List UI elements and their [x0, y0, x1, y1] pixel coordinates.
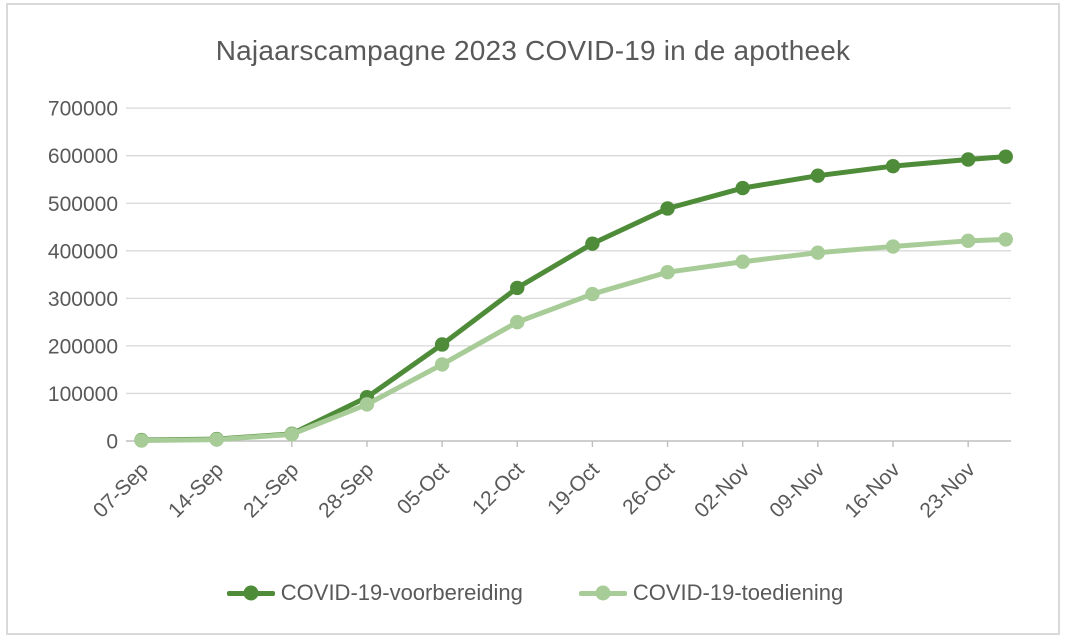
data-point-marker	[735, 180, 750, 196]
x-tick-label: 21-Sep	[239, 458, 303, 522]
legend-line-marker-toediening	[578, 585, 627, 601]
data-point-marker	[810, 245, 826, 260]
x-tick-label: 09-Nov	[765, 458, 829, 522]
y-tick-label: 700000	[48, 98, 118, 121]
legend-dot-toediening	[595, 585, 611, 601]
y-tick-label: 0	[106, 431, 118, 454]
x-axis-ticks	[140, 441, 969, 447]
legend-dot-voorbereiding	[243, 585, 259, 601]
data-point-marker	[510, 314, 525, 330]
data-point-marker	[359, 397, 375, 412]
x-tick-label: 12-Oct	[468, 458, 529, 519]
data-point-marker	[209, 432, 224, 447]
chart-title: Najaarscampagne 2023 COVID-19 in de apot…	[215, 35, 851, 66]
legend-label-voorbereiding: COVID-19-voorbereiding	[280, 580, 523, 605]
data-point-marker	[284, 427, 299, 442]
x-tick-label: 26-Oct	[618, 458, 679, 519]
legend-line-marker-voorbereiding	[226, 585, 275, 601]
y-tick-label: 500000	[48, 193, 118, 216]
y-tick-label: 600000	[48, 145, 118, 168]
x-tick-label: 02-Nov	[690, 458, 754, 522]
y-tick-label: 300000	[48, 288, 118, 311]
x-tick-label: 07-Sep	[89, 458, 153, 522]
data-point-marker	[434, 337, 450, 352]
data-point-marker	[960, 233, 976, 249]
chart-legend: COVID-19-voorbereiding COVID-19-toedieni…	[0, 580, 1070, 606]
data-point-marker	[134, 433, 149, 448]
data-point-marker	[735, 254, 750, 269]
series-covid-19-toediening	[134, 232, 1013, 448]
x-tick-label: 05-Oct	[393, 458, 454, 519]
data-point-marker	[660, 201, 675, 216]
x-tick-label: 19-Oct	[543, 458, 604, 519]
data-point-marker	[434, 357, 450, 372]
series-line-covid-19-toediening	[139, 236, 1009, 444]
y-axis-labels: 0 100000 200000 300000 400000 500000 600000 700…	[48, 98, 118, 454]
y-tick-label: 200000	[48, 335, 118, 358]
data-point-marker	[960, 152, 976, 167]
data-point-marker	[660, 264, 675, 280]
legend-item-toediening: COVID-19-toediening	[578, 580, 844, 606]
legend-label-toediening: COVID-19-toediening	[632, 580, 844, 605]
y-tick-label: 100000	[48, 383, 118, 406]
x-tick-label: 16-Nov	[840, 458, 904, 522]
gridlines	[126, 107, 1011, 442]
x-tick-label: 14-Sep	[164, 458, 228, 522]
data-point-marker	[998, 149, 1013, 164]
data-point-marker	[885, 158, 901, 174]
data-point-marker	[585, 286, 600, 302]
x-tick-label: 23-Nov	[916, 458, 980, 522]
data-point-marker	[810, 168, 826, 183]
x-axis-labels: 07-Sep 14-Sep 21-Sep 28-Sep 05-Oct 12-Oct 19-O…	[89, 458, 980, 522]
y-tick-label: 400000	[48, 240, 118, 263]
data-point-marker	[585, 236, 600, 251]
legend-item-voorbereiding: COVID-19-voorbereiding	[226, 580, 523, 606]
data-point-marker	[510, 280, 525, 296]
x-tick-label: 28-Sep	[314, 458, 378, 522]
data-point-marker	[998, 232, 1013, 247]
data-point-marker	[885, 239, 901, 254]
